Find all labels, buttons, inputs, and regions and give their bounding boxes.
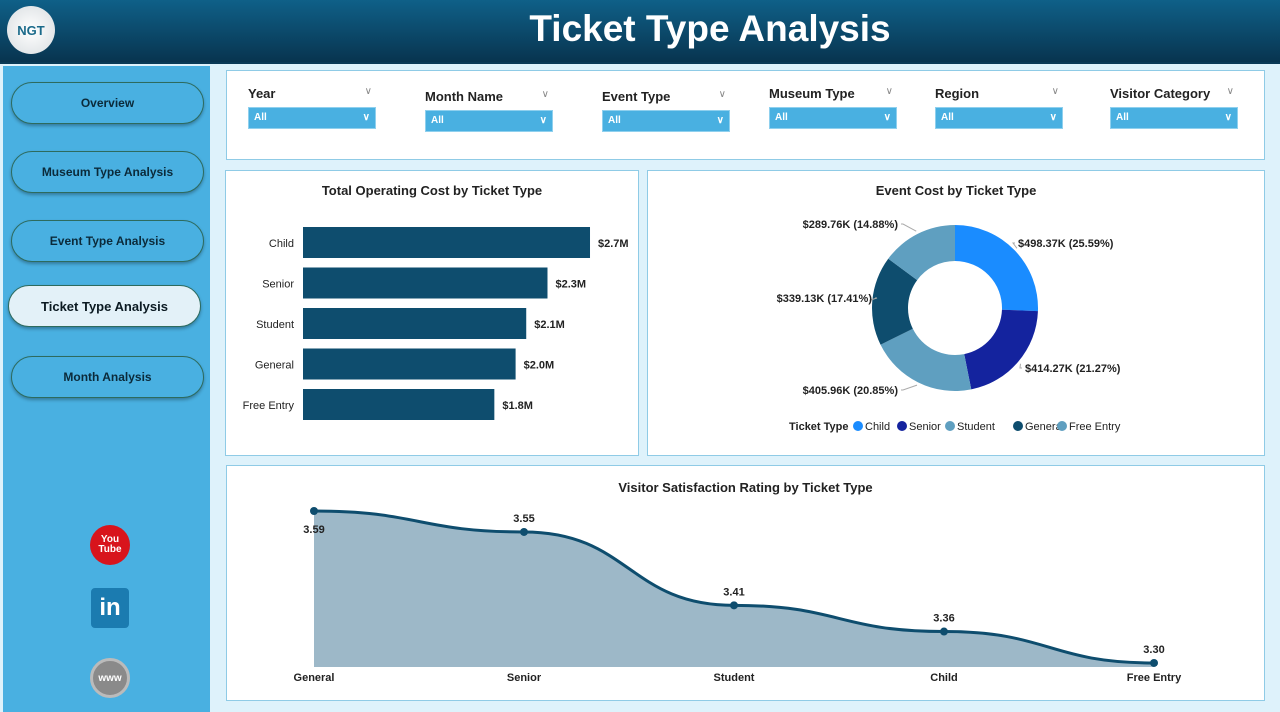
filter-month-name[interactable]: Month Name ∨ All ∨ (425, 89, 553, 132)
nav-ticket-type-analysis[interactable]: Ticket Type Analysis (8, 285, 201, 327)
chevron-down-icon[interactable]: ∨ (541, 89, 549, 100)
filter-value: All (431, 115, 444, 126)
filter-dropdown[interactable]: All ∨ (769, 107, 897, 129)
filter-value: All (254, 112, 267, 123)
chevron-down-icon: ∨ (1049, 112, 1057, 123)
chevron-down-icon: ∨ (362, 112, 370, 123)
filter-label: Year ∨ (248, 86, 376, 101)
chevron-down-icon[interactable]: ∨ (1226, 86, 1234, 97)
filter-dropdown[interactable]: All ∨ (935, 107, 1063, 129)
page-title: Ticket Type Analysis (529, 8, 891, 49)
filter-label: Museum Type ∨ (769, 86, 897, 101)
donut-chart-title: Event Cost by Ticket Type (875, 183, 1037, 198)
filter-year[interactable]: Year ∨ All ∨ (248, 86, 376, 129)
filter-label-text: Event Type (602, 89, 671, 104)
filter-label: Month Name ∨ (425, 89, 553, 104)
header: NGT Ticket Type Analysis (0, 0, 1280, 64)
filter-panel: Year ∨ All ∨ Month Name ∨ All ∨ Event Type ∨ Al… (226, 70, 1265, 160)
filter-label: Region ∨ (935, 86, 1063, 101)
filter-dropdown[interactable]: All ∨ (248, 107, 376, 129)
filter-value: All (608, 115, 621, 126)
chevron-down-icon[interactable]: ∨ (1051, 86, 1059, 97)
filter-value: All (941, 112, 954, 123)
filter-dropdown[interactable]: All ∨ (1110, 107, 1238, 129)
chevron-down-icon: ∨ (1224, 112, 1232, 123)
filter-label: Visitor Category ∨ (1110, 86, 1238, 101)
nav-museum-type-analysis[interactable]: Museum Type Analysis (11, 151, 204, 193)
chevron-down-icon: ∨ (883, 112, 891, 123)
filter-label-text: Visitor Category (1110, 86, 1211, 101)
filter-value: All (1116, 112, 1129, 123)
chevron-down-icon: ∨ (716, 115, 724, 126)
filter-region[interactable]: Region ∨ All ∨ (935, 86, 1063, 129)
chevron-down-icon[interactable]: ∨ (718, 89, 726, 100)
filter-label-text: Museum Type (769, 86, 855, 101)
sidebar: Overview Museum Type Analysis Event Type… (3, 66, 210, 712)
chevron-down-icon[interactable]: ∨ (885, 86, 893, 97)
filter-label: Event Type ∨ (602, 89, 730, 104)
satisfaction-panel: Visitor Satisfaction Rating by Ticket Ty… (226, 465, 1265, 701)
bar-chart-title: Total Operating Cost by Ticket Type (321, 183, 543, 198)
chevron-down-icon[interactable]: ∨ (364, 86, 372, 97)
filter-label-text: Region (935, 86, 980, 101)
filter-dropdown[interactable]: All ∨ (602, 110, 730, 132)
filter-dropdown[interactable]: All ∨ (425, 110, 553, 132)
filter-label-text: Month Name (425, 89, 503, 104)
youtube-icon[interactable]: You Tube (90, 525, 130, 565)
ngt-logo: NGT (7, 6, 55, 54)
chevron-down-icon: ∨ (539, 115, 547, 126)
area-chart-title: Visitor Satisfaction Rating by Ticket Ty… (618, 480, 873, 495)
globe-icon[interactable]: www (90, 658, 130, 698)
linkedin-icon[interactable]: in (91, 588, 129, 628)
filter-visitor-category[interactable]: Visitor Category ∨ All ∨ (1110, 86, 1238, 129)
nav-month-analysis[interactable]: Month Analysis (11, 356, 204, 398)
nav-event-type-analysis[interactable]: Event Type Analysis (11, 220, 204, 262)
nav-overview[interactable]: Overview (11, 82, 204, 124)
filter-event-type[interactable]: Event Type ∨ All ∨ (602, 89, 730, 132)
operating-cost-panel: Total Operating Cost by Ticket Type (225, 170, 639, 456)
event-cost-panel: Event Cost by Ticket Type (647, 170, 1265, 456)
filter-value: All (775, 112, 788, 123)
filter-museum-type[interactable]: Museum Type ∨ All ∨ (769, 86, 897, 129)
filter-label-text: Year (248, 86, 276, 101)
